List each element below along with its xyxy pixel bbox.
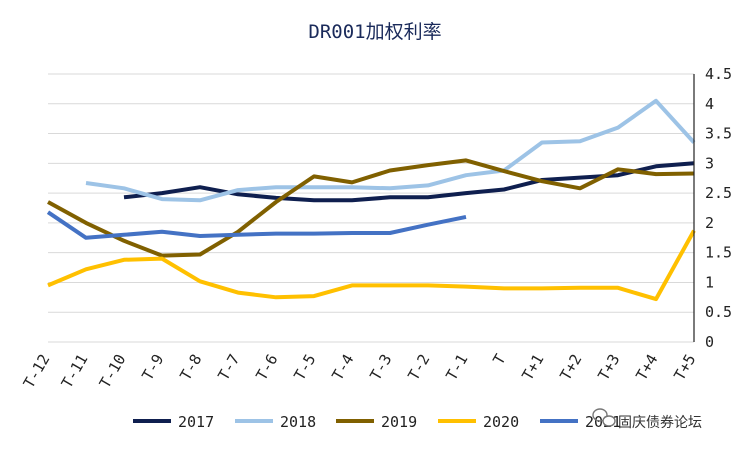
x-tick-label: T-8 bbox=[176, 351, 205, 383]
legend: 20172018201920202021 bbox=[133, 413, 621, 431]
x-axis-ticks: T-12 T-11 T-10 T-9 T-8 T-7 T-6 T-5 T-4 T-3 T-2 T-1 T… bbox=[20, 351, 700, 391]
x-tick-label: T+3 bbox=[594, 351, 623, 383]
series-line-2019 bbox=[47, 158, 695, 258]
y-tick-label: 0 bbox=[705, 333, 714, 351]
legend-label: 2019 bbox=[381, 413, 417, 431]
x-tick-label: T-7 bbox=[214, 351, 243, 383]
legend-label: 2017 bbox=[178, 413, 214, 431]
x-tick-label: T-3 bbox=[366, 351, 395, 383]
wechat-icon bbox=[592, 408, 616, 427]
y-tick-label: 3.5 bbox=[705, 125, 732, 143]
x-tick-label: T-2 bbox=[404, 351, 433, 383]
x-tick-label: T-12 bbox=[20, 351, 54, 391]
y-tick-label: 2.5 bbox=[705, 184, 732, 202]
x-tick-label: T+1 bbox=[518, 351, 547, 383]
y-tick-label: 4.5 bbox=[705, 65, 732, 83]
y-tick-label: 3 bbox=[705, 154, 714, 172]
y-tick-label: 1.5 bbox=[705, 244, 732, 262]
x-tick-label: T-1 bbox=[442, 351, 471, 383]
y-tick-label: 2 bbox=[705, 214, 714, 232]
watermark-text: 固庆债券论坛 bbox=[618, 415, 702, 431]
x-tick-label: T-10 bbox=[96, 351, 130, 391]
x-tick-label: T-9 bbox=[138, 351, 167, 383]
series-line-2020 bbox=[47, 229, 696, 302]
gridlines bbox=[48, 73, 694, 343]
x-tick-label: T bbox=[489, 351, 509, 368]
y-tick-label: 1 bbox=[705, 273, 714, 291]
series-lines bbox=[46, 98, 696, 302]
series-line-2021 bbox=[46, 210, 467, 240]
watermark: 固庆债券论坛 bbox=[592, 408, 702, 431]
x-tick-label: T-5 bbox=[290, 351, 319, 383]
y-tick-label: 0.5 bbox=[705, 303, 732, 321]
x-tick-label: T+4 bbox=[632, 351, 661, 383]
legend-label: 2018 bbox=[280, 413, 316, 431]
chart-title: DR001加权利率 bbox=[308, 21, 441, 43]
x-tick-label: T+2 bbox=[556, 351, 585, 383]
legend-label: 2020 bbox=[483, 413, 519, 431]
y-axis-ticks: 0 0.5 1 1.5 2 2.5 3 3.5 4 4.5 bbox=[693, 65, 732, 351]
x-tick-label: T+5 bbox=[670, 351, 699, 383]
x-tick-label: T-11 bbox=[58, 351, 92, 391]
x-tick-label: T-6 bbox=[252, 351, 281, 383]
x-tick-label: T-4 bbox=[328, 351, 357, 383]
series-line-2017 bbox=[123, 161, 695, 203]
series-line-2018 bbox=[85, 98, 696, 203]
y-tick-label: 4 bbox=[705, 95, 714, 113]
